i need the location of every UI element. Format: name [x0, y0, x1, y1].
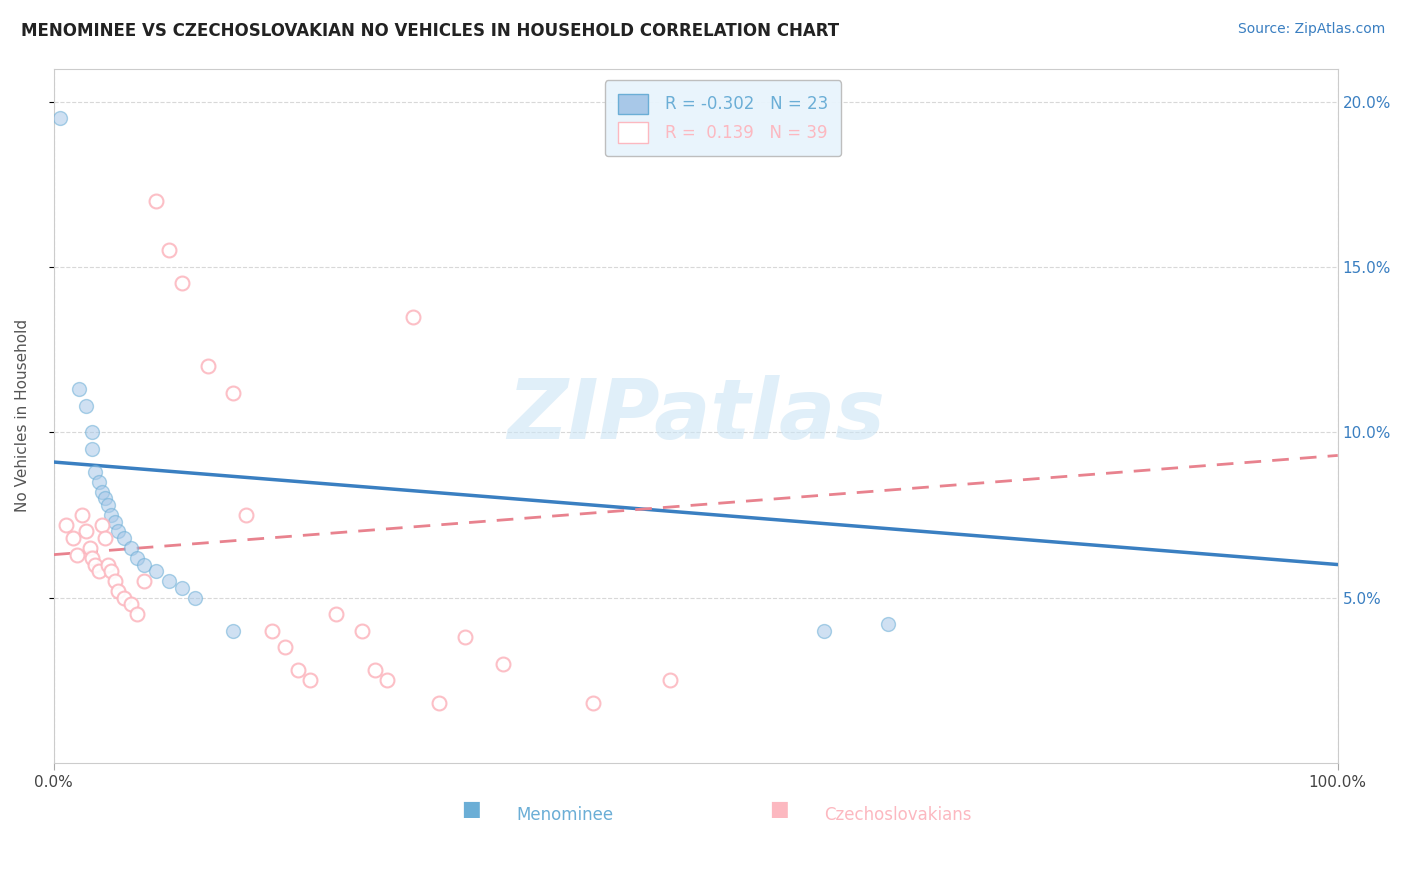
Point [402, 310, 425, 324]
Point [96, 498, 118, 512]
Point [83, 558, 105, 572]
Point [377, 673, 399, 688]
Point [62, 531, 84, 545]
Point [197, 359, 219, 373]
Point [91, 517, 114, 532]
Point [325, 607, 347, 622]
Point [260, 624, 283, 638]
Point [70, 508, 93, 522]
Point [120, 597, 142, 611]
Text: ■: ■ [461, 799, 481, 819]
Point [83, 465, 105, 479]
Point [55, 517, 77, 532]
Point [67, 382, 90, 396]
Point [453, 630, 475, 644]
Point [125, 607, 148, 622]
Point [100, 508, 122, 522]
Point [87, 475, 110, 489]
Point [104, 574, 127, 588]
Point [222, 624, 245, 638]
Point [94, 491, 117, 506]
Point [170, 277, 193, 291]
Point [350, 624, 373, 638]
Point [222, 385, 245, 400]
Point [100, 564, 122, 578]
Point [235, 508, 257, 522]
Text: ZIPatlas: ZIPatlas [506, 376, 884, 456]
Point [287, 664, 309, 678]
Point [170, 581, 193, 595]
Point [184, 591, 207, 605]
Text: ■: ■ [769, 799, 789, 819]
Point [145, 564, 167, 578]
Point [82, 550, 104, 565]
Point [157, 244, 180, 258]
Point [87, 564, 110, 578]
Text: Source: ZipAtlas.com: Source: ZipAtlas.com [1237, 22, 1385, 37]
Point [75, 524, 97, 539]
Point [96, 558, 118, 572]
Point [132, 558, 155, 572]
Point [112, 591, 135, 605]
Point [427, 697, 450, 711]
Legend: R = -0.302   N = 23, R =  0.139   N = 39: R = -0.302 N = 23, R = 0.139 N = 39 [605, 80, 841, 156]
Text: MENOMINEE VS CZECHOSLOVAKIAN NO VEHICLES IN HOUSEHOLD CORRELATION CHART: MENOMINEE VS CZECHOSLOVAKIAN NO VEHICLES… [21, 22, 839, 40]
Point [82, 425, 104, 440]
Point [79, 541, 101, 555]
Point [91, 484, 114, 499]
Text: Czechoslovakians: Czechoslovakians [824, 806, 972, 824]
Point [132, 574, 155, 588]
Point [157, 574, 180, 588]
Point [107, 524, 129, 539]
Point [120, 541, 142, 555]
Point [813, 624, 835, 638]
Y-axis label: No Vehicles in Household: No Vehicles in Household [15, 319, 30, 512]
Point [363, 664, 385, 678]
Point [299, 673, 322, 688]
Point [659, 673, 682, 688]
Text: Menominee: Menominee [516, 806, 613, 824]
Point [877, 617, 900, 632]
Point [145, 194, 167, 208]
Point [94, 531, 117, 545]
Point [107, 584, 129, 599]
Point [125, 550, 148, 565]
Point [66, 548, 89, 562]
Point [104, 515, 127, 529]
Point [82, 442, 104, 456]
Point [49, 111, 72, 125]
Point [112, 531, 135, 545]
Point [75, 399, 97, 413]
Point [492, 657, 515, 671]
Point [582, 697, 605, 711]
Point [274, 640, 297, 655]
